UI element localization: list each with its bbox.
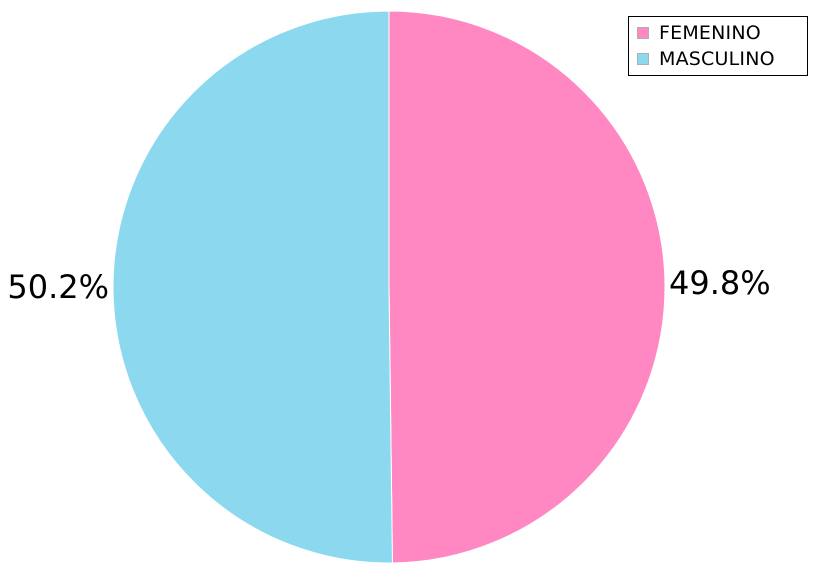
legend-swatch-femenino — [637, 27, 649, 39]
legend-label-masculino: MASCULINO — [659, 48, 775, 70]
legend-label-femenino: FEMENINO — [659, 22, 761, 44]
pie-slice-femenino — [388, 10, 666, 564]
legend-item-masculino: MASCULINO — [637, 46, 807, 72]
legend-item-femenino: FEMENINO — [637, 20, 807, 46]
pie-slice-masculino — [112, 10, 393, 564]
data-label-femenino: 49.8% — [669, 264, 771, 302]
legend: FEMENINO MASCULINO — [628, 16, 808, 76]
data-label-masculino: 50.2% — [7, 268, 109, 306]
legend-swatch-masculino — [637, 53, 649, 65]
